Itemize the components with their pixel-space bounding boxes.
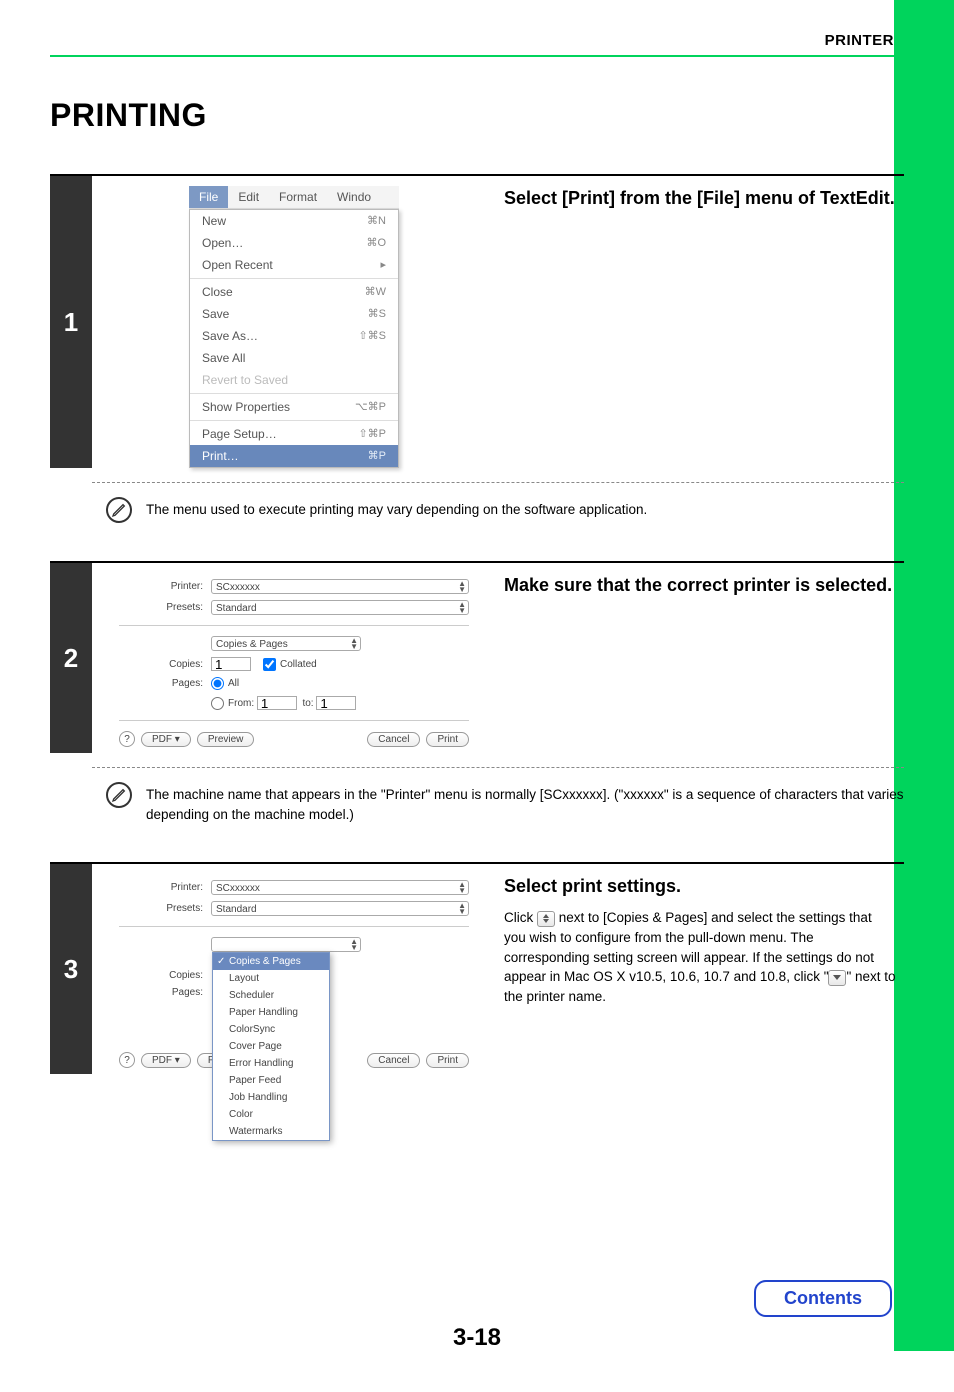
pages-label: Pages: bbox=[119, 678, 211, 689]
step-number: 1 bbox=[50, 176, 92, 468]
step-number: 2 bbox=[50, 563, 92, 753]
menubar-window[interactable]: Windo bbox=[327, 186, 381, 208]
step-3-heading: Select print settings. bbox=[504, 874, 896, 898]
menu-item-close[interactable]: Close⌘W bbox=[190, 281, 398, 303]
updown-arrows-icon bbox=[537, 911, 555, 927]
mac-file-menu: File Edit Format Windo New⌘N Open…⌘O Ope… bbox=[189, 186, 399, 468]
printer-select[interactable]: SCxxxxxx▲▼ bbox=[211, 880, 469, 895]
copies-input[interactable] bbox=[211, 657, 251, 671]
pages-from-label: From: bbox=[228, 698, 254, 709]
print-button[interactable]: Print bbox=[426, 732, 469, 747]
step-3: 3 Printer:SCxxxxxx▲▼ Presets:Standard▲▼ … bbox=[50, 862, 904, 1074]
presets-label: Presets: bbox=[119, 602, 211, 613]
dashed-separator bbox=[92, 482, 904, 483]
menu-item-open-recent[interactable]: Open Recent▸ bbox=[190, 254, 398, 276]
printer-select[interactable]: SCxxxxxx▲▼ bbox=[211, 579, 469, 594]
note-icon bbox=[106, 497, 132, 523]
section-option[interactable]: Layout bbox=[213, 970, 329, 987]
menu-item-new[interactable]: New⌘N bbox=[190, 210, 398, 232]
section-menu-popup: Copies & Pages Layout Scheduler Paper Ha… bbox=[212, 952, 330, 1141]
section-option[interactable]: Color bbox=[213, 1106, 329, 1123]
cancel-button[interactable]: Cancel bbox=[367, 1053, 420, 1068]
step-1-note: The menu used to execute printing may va… bbox=[146, 497, 647, 520]
page-title: PRINTING bbox=[50, 97, 904, 134]
menubar-edit[interactable]: Edit bbox=[228, 186, 269, 208]
menu-item-properties[interactable]: Show Properties⌥⌘P bbox=[190, 396, 398, 418]
cancel-button[interactable]: Cancel bbox=[367, 732, 420, 747]
pages-from-input[interactable] bbox=[257, 696, 297, 710]
dashed-separator bbox=[92, 767, 904, 768]
printer-label: Printer: bbox=[119, 882, 211, 893]
contents-button[interactable]: Contents bbox=[754, 1280, 892, 1317]
step-number: 3 bbox=[50, 864, 92, 1074]
section-option[interactable]: ColorSync bbox=[213, 1021, 329, 1038]
copies-label: Copies: bbox=[119, 659, 211, 670]
pages-to-label: to: bbox=[302, 698, 313, 709]
down-arrow-icon bbox=[828, 970, 846, 986]
step-2: 2 Printer:SCxxxxxx▲▼ Presets:Standard▲▼ … bbox=[50, 561, 904, 840]
preview-button[interactable]: Preview bbox=[197, 732, 255, 747]
menu-item-print[interactable]: Print…⌘P bbox=[190, 445, 398, 467]
collated-checkbox[interactable] bbox=[263, 658, 276, 671]
pages-label: Pages: bbox=[119, 987, 211, 998]
section-option[interactable]: Paper Feed bbox=[213, 1072, 329, 1089]
presets-select[interactable]: Standard▲▼ bbox=[211, 901, 469, 916]
menubar-format[interactable]: Format bbox=[269, 186, 327, 208]
section-select[interactable]: Copies & Pages▲▼ bbox=[211, 636, 361, 651]
step-1: 1 File Edit Format Windo New⌘N Open…⌘O bbox=[50, 174, 904, 539]
printer-label: Printer: bbox=[119, 581, 211, 592]
section-option[interactable]: Copies & Pages bbox=[213, 953, 329, 970]
note-icon bbox=[106, 782, 132, 808]
step-2-heading: Make sure that the correct printer is se… bbox=[504, 573, 896, 597]
section-option[interactable]: Cover Page bbox=[213, 1038, 329, 1055]
menu-item-save-as[interactable]: Save As…⇧⌘S bbox=[190, 325, 398, 347]
section-option[interactable]: Watermarks bbox=[213, 1123, 329, 1140]
collated-label: Collated bbox=[280, 659, 317, 670]
help-button[interactable]: ? bbox=[119, 731, 135, 747]
section-option[interactable]: Paper Handling bbox=[213, 1004, 329, 1021]
pages-all-label: All bbox=[228, 678, 239, 689]
pages-all-radio[interactable] bbox=[211, 677, 224, 690]
menu-item-page-setup[interactable]: Page Setup…⇧⌘P bbox=[190, 423, 398, 445]
section-option[interactable]: Scheduler bbox=[213, 987, 329, 1004]
pages-from-radio[interactable] bbox=[211, 697, 224, 710]
page-number: 3-18 bbox=[50, 1324, 904, 1352]
pdf-button[interactable]: PDF ▾ bbox=[141, 1053, 191, 1068]
section-header: PRINTER bbox=[50, 0, 904, 49]
menu-item-open[interactable]: Open…⌘O bbox=[190, 232, 398, 254]
print-dialog-expanded: Printer:SCxxxxxx▲▼ Presets:Standard▲▼ ▲▼… bbox=[119, 874, 469, 1074]
section-select-open[interactable]: ▲▼ Copies & Pages Layout Scheduler Paper… bbox=[211, 937, 361, 952]
print-dialog: Printer:SCxxxxxx▲▼ Presets:Standard▲▼ Co… bbox=[119, 573, 469, 753]
step-2-note: The machine name that appears in the "Pr… bbox=[146, 782, 904, 824]
menu-item-save[interactable]: Save⌘S bbox=[190, 303, 398, 325]
header-rule bbox=[50, 55, 904, 57]
step-3-body: Click next to [Copies & Pages] and selec… bbox=[504, 908, 896, 1006]
menu-item-save-all[interactable]: Save All bbox=[190, 347, 398, 369]
presets-label: Presets: bbox=[119, 903, 211, 914]
presets-select[interactable]: Standard▲▼ bbox=[211, 600, 469, 615]
step-1-heading: Select [Print] from the [File] menu of T… bbox=[504, 186, 896, 210]
pages-to-input[interactable] bbox=[316, 696, 356, 710]
print-button[interactable]: Print bbox=[426, 1053, 469, 1068]
menu-item-revert: Revert to Saved bbox=[190, 369, 398, 391]
section-option[interactable]: Error Handling bbox=[213, 1055, 329, 1072]
menubar-file[interactable]: File bbox=[189, 186, 228, 208]
section-option[interactable]: Job Handling bbox=[213, 1089, 329, 1106]
copies-label: Copies: bbox=[119, 970, 211, 981]
pdf-button[interactable]: PDF ▾ bbox=[141, 732, 191, 747]
help-button[interactable]: ? bbox=[119, 1052, 135, 1068]
